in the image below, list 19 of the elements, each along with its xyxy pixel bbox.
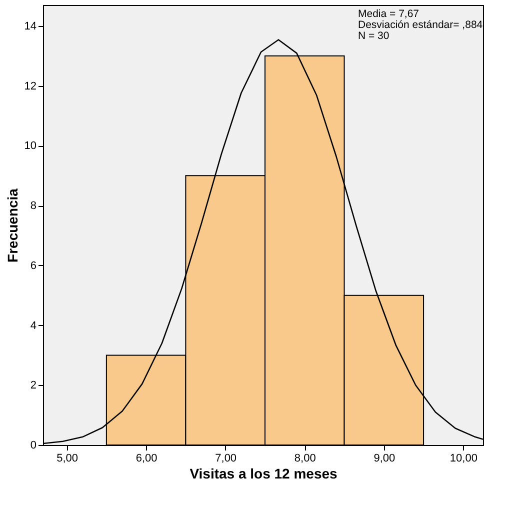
y-tick-label: 8 (30, 200, 36, 212)
x-axis-title: Visitas a los 12 meses (190, 466, 338, 482)
y-tick-label: 12 (24, 80, 36, 92)
y-axis-title: Frecuencia (4, 188, 20, 262)
y-tick-label: 4 (30, 320, 36, 332)
y-tick-label: 2 (30, 380, 36, 392)
y-tick-label: 14 (24, 20, 36, 32)
x-tick-label: 10,00 (450, 452, 478, 464)
y-tick-label: 10 (24, 140, 36, 152)
y-tick-label: 6 (30, 260, 36, 272)
x-tick-label: 8,00 (294, 452, 316, 464)
x-tick-label: 7,00 (215, 452, 237, 464)
x-tick-label: 6,00 (136, 452, 158, 464)
x-tick-label: 9,00 (374, 452, 396, 464)
annotation: N = 30 (358, 30, 390, 42)
annotation: Desviación estándar= ,884 (358, 19, 483, 31)
x-tick-label: 5,00 (56, 452, 78, 464)
annotation: Media = 7,67 (358, 8, 420, 20)
y-tick-label: 0 (30, 440, 36, 452)
